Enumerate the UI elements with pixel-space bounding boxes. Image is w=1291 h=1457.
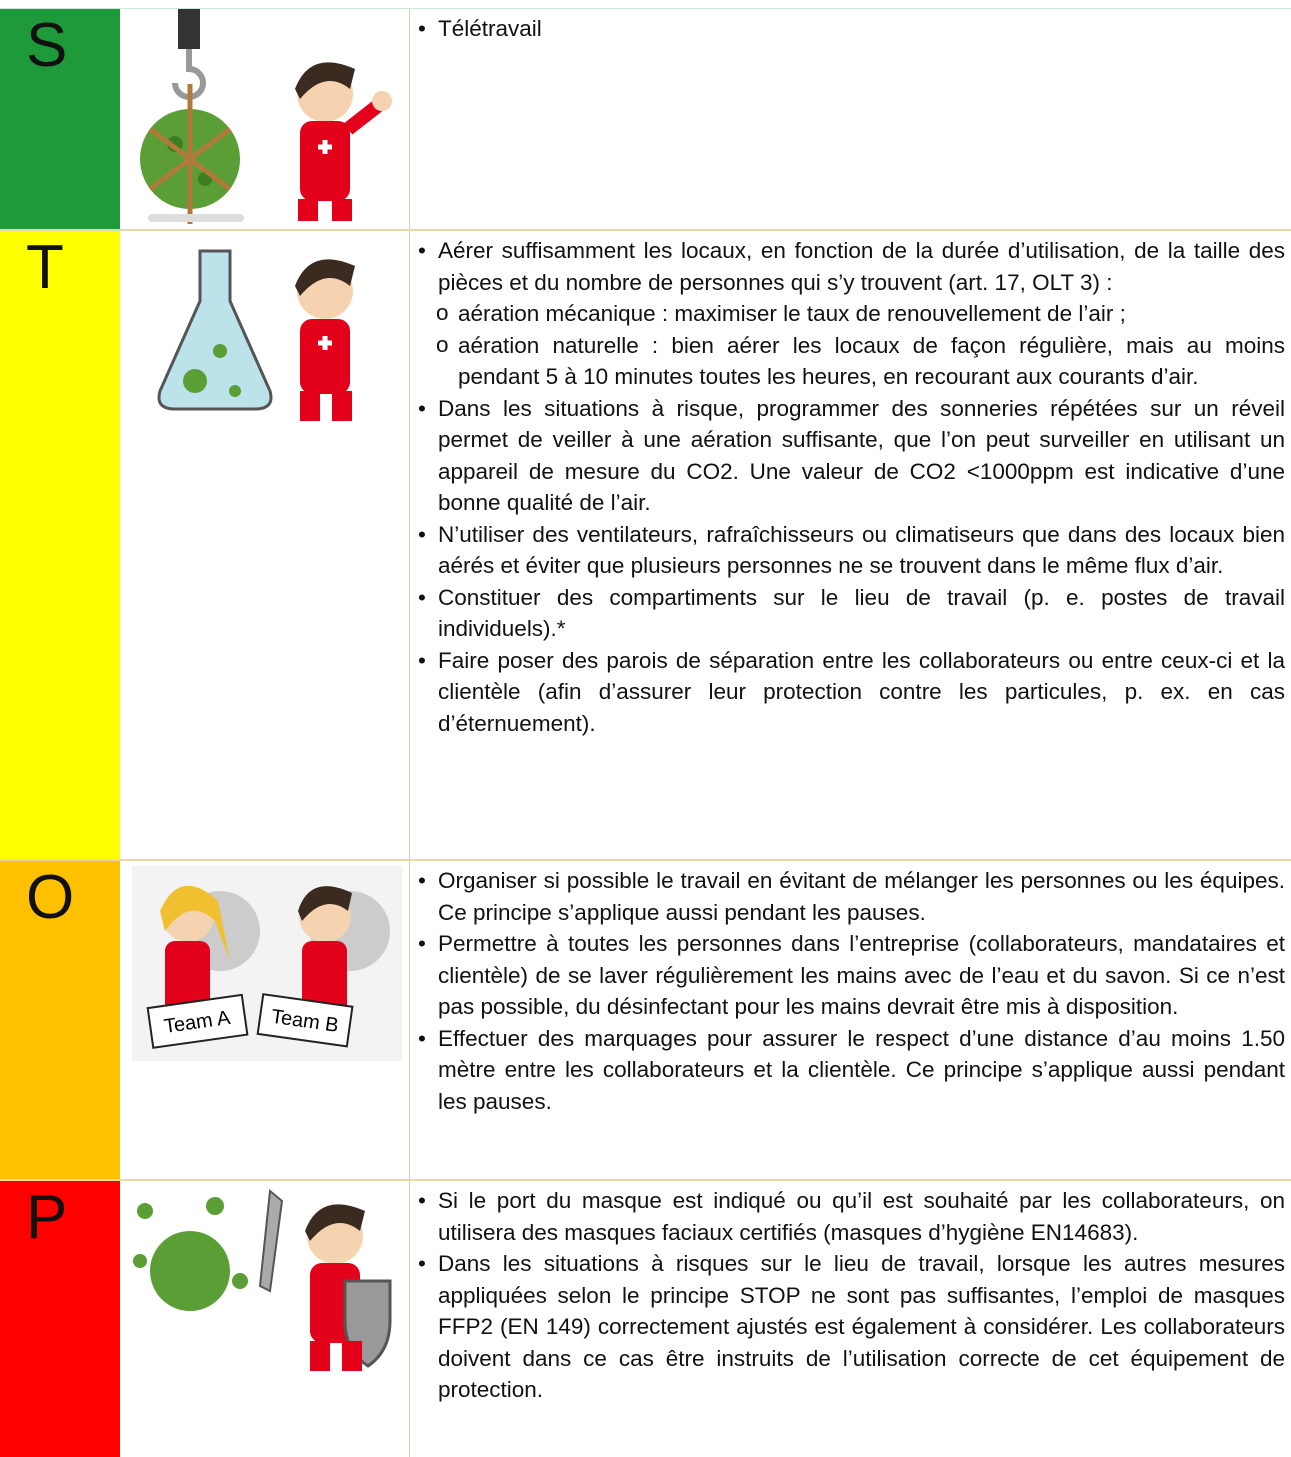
sub-item: aération naturelle : bien aérer les loca… bbox=[436, 329, 1285, 393]
row-o: O Team A Team B Organiser si possible le… bbox=[0, 861, 1291, 1181]
bullet-item: Faire poser des parois de séparation ent… bbox=[418, 645, 1285, 740]
sub-item: aération mécanique : maximiser le taux d… bbox=[436, 297, 1285, 330]
sub-list: aération mécanique : maximiser le taux d… bbox=[436, 297, 1285, 393]
bullet-item: Dans les situations à risques sur le lie… bbox=[418, 1248, 1285, 1406]
bullet-item: Permettre à toutes les personnes dans l’… bbox=[418, 928, 1285, 1023]
flask-image bbox=[157, 249, 355, 421]
measures: Organiser si possible le travail en évit… bbox=[410, 861, 1291, 1179]
stop-table: S Télétravail T Aérer suffisamment les l… bbox=[0, 8, 1291, 1457]
bullet-item: Aérer suffisamment les locaux, en foncti… bbox=[418, 235, 1285, 393]
item-text: Effectuer des marquages pour assurer le … bbox=[438, 1025, 1285, 1114]
item-text: Dans les situations à risque, programmer… bbox=[438, 395, 1285, 516]
bullet-item: Constituer des compartiments sur le lieu… bbox=[418, 582, 1285, 645]
item-text: Organiser si possible le travail en évit… bbox=[438, 868, 1285, 925]
item-text: Constituer des compartiments sur le lieu… bbox=[438, 584, 1285, 642]
teams-image: Team A Team B bbox=[132, 866, 402, 1061]
measures: Si le port du masque est indiqué ou qu’i… bbox=[410, 1181, 1291, 1457]
row-p: P Si le port du masque est indiqué ou qu… bbox=[0, 1181, 1291, 1457]
shield-image bbox=[133, 1189, 392, 1371]
item-text: N’utiliser des ventilateurs, rafraîchiss… bbox=[438, 521, 1285, 579]
row-t: T Aérer suffisamment les locaux, en fonc… bbox=[0, 231, 1291, 861]
letter: T bbox=[0, 231, 120, 859]
bullet-item: Si le port du masque est indiqué ou qu’i… bbox=[418, 1185, 1285, 1248]
bullet-item: Effectuer des marquages pour assurer le … bbox=[418, 1023, 1285, 1118]
item-text: Permettre à toutes les personnes dans l’… bbox=[438, 931, 1285, 1019]
illustration: Team A Team B bbox=[120, 861, 410, 1179]
row-s: S Télétravail bbox=[0, 9, 1291, 231]
illustration bbox=[120, 1181, 410, 1457]
item-text: Dans les situations à risques sur le lie… bbox=[438, 1251, 1285, 1402]
item-text: Aérer suffisamment les locaux, en foncti… bbox=[438, 238, 1285, 295]
measures: Aérer suffisamment les locaux, en foncti… bbox=[410, 231, 1291, 859]
measures: Télétravail bbox=[410, 9, 1291, 229]
item-text: Faire poser des parois de séparation ent… bbox=[438, 647, 1285, 736]
letter: P bbox=[0, 1181, 120, 1457]
bullet-item: Organiser si possible le travail en évit… bbox=[418, 865, 1285, 928]
bullet-item: N’utiliser des ventilateurs, rafraîchiss… bbox=[418, 519, 1285, 582]
bullet-item: Télétravail bbox=[418, 13, 1285, 45]
illustration bbox=[120, 231, 410, 859]
item-text: Si le port du masque est indiqué ou qu’i… bbox=[438, 1188, 1285, 1245]
bullet-item: Dans les situations à risque, programmer… bbox=[418, 393, 1285, 519]
illustration bbox=[120, 9, 410, 229]
crane-virus-image bbox=[140, 9, 392, 224]
letter: O bbox=[0, 861, 120, 1179]
item-text: Télétravail bbox=[438, 16, 542, 41]
letter: S bbox=[0, 9, 120, 229]
